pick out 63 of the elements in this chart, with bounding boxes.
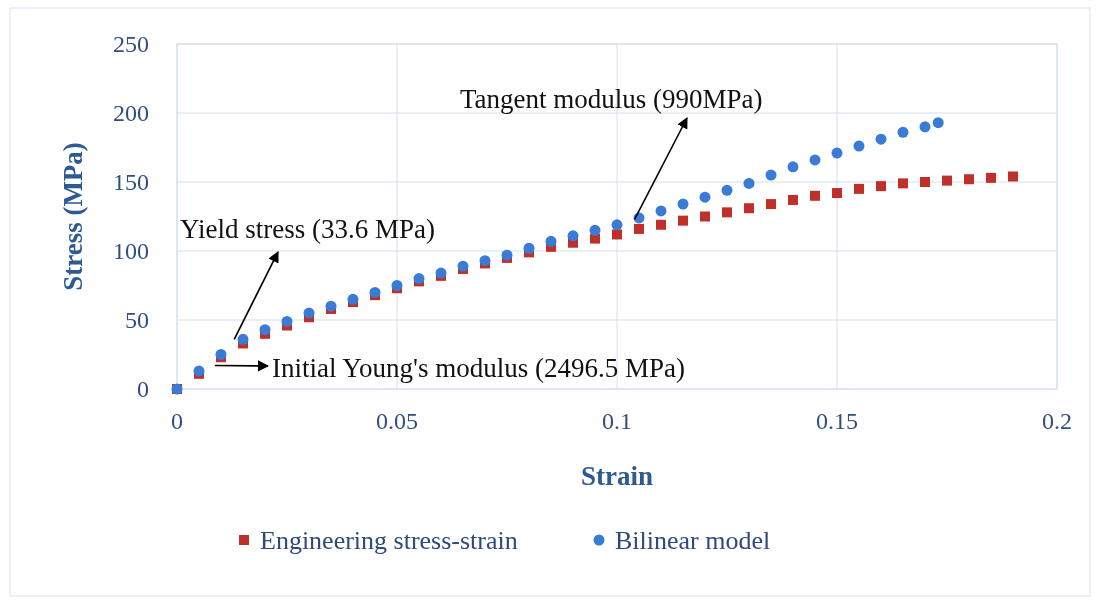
x-axis-title: Strain — [580, 461, 654, 491]
point — [590, 233, 600, 244]
point — [678, 215, 688, 226]
point — [699, 191, 711, 203]
point — [788, 194, 798, 205]
x-tick-label: 0 — [171, 408, 183, 434]
point — [853, 140, 865, 152]
point — [611, 219, 623, 231]
point — [810, 190, 820, 201]
point — [766, 199, 776, 210]
point — [765, 169, 777, 181]
point — [700, 211, 710, 222]
point — [854, 183, 864, 194]
y-tick-label: 250 — [113, 31, 149, 57]
point — [875, 133, 887, 145]
point — [787, 161, 799, 173]
point — [567, 230, 579, 242]
point — [897, 126, 909, 138]
point — [656, 219, 666, 230]
y-tick-label: 150 — [113, 169, 149, 195]
point — [677, 198, 689, 210]
point — [612, 229, 622, 240]
annotation: Tangent modulus (990MPa) — [460, 84, 763, 114]
x-tick-label: 0.05 — [376, 408, 418, 434]
point — [1008, 171, 1018, 182]
point — [743, 177, 755, 189]
annotation: Initial Young's modulus (2496.5 MPa) — [272, 353, 685, 383]
x-tick-label: 0.15 — [816, 408, 858, 434]
point — [932, 117, 944, 129]
legend-label: Engineering stress-strain — [260, 526, 518, 555]
x-tick-label: 0.1 — [602, 408, 632, 434]
point — [369, 286, 381, 298]
point — [919, 121, 931, 133]
point — [986, 172, 996, 183]
y-tick-label: 200 — [113, 100, 149, 126]
y-tick-label: 50 — [125, 307, 149, 333]
point — [722, 207, 732, 218]
annotation: Yield stress (33.6 MPa) — [180, 214, 435, 244]
point — [281, 315, 293, 327]
legend-label: Bilinear model — [615, 526, 771, 555]
point — [655, 205, 667, 217]
point — [920, 177, 930, 187]
point — [259, 324, 271, 336]
y-axis-title: Stress (MPa) — [58, 142, 88, 291]
point — [721, 184, 733, 196]
point — [237, 333, 249, 345]
point — [942, 175, 952, 186]
point — [634, 223, 644, 234]
point — [964, 174, 974, 185]
point — [545, 235, 557, 247]
point — [589, 224, 601, 236]
point — [809, 154, 821, 166]
point — [898, 178, 908, 189]
point — [523, 242, 535, 254]
y-tick-label: 0 — [137, 376, 149, 402]
point — [303, 307, 315, 319]
y-tick-label: 100 — [113, 238, 149, 264]
point — [744, 203, 754, 214]
point — [832, 188, 842, 199]
point — [347, 293, 359, 305]
point — [876, 181, 886, 192]
x-tick-label: 0.2 — [1042, 408, 1072, 434]
point — [831, 147, 843, 159]
